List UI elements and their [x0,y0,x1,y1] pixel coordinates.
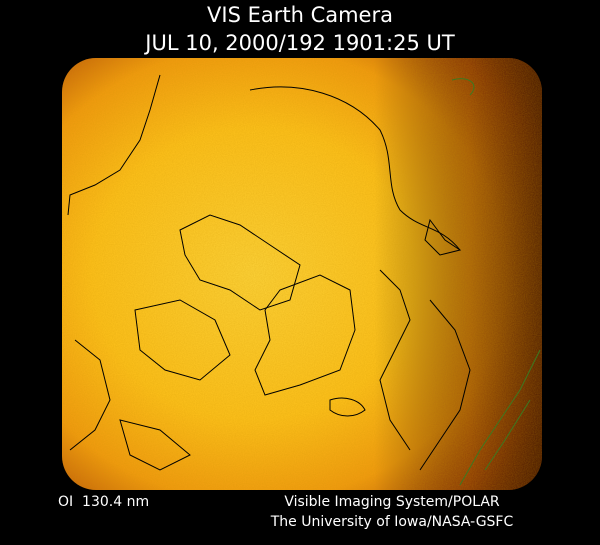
credit-line: The University of Iowa/NASA-GSFC [270,514,514,530]
terminator-outline [451,78,541,486]
earth-image [62,58,542,490]
filter-label: OI 130.4 nm [58,494,149,510]
image-noise [62,58,542,490]
title: VIS Earth Camera [207,3,393,27]
timestamp: JUL 10, 2000/192 1901:25 UT [143,31,455,55]
coastlines [67,74,471,471]
credit-line: Visible Imaging System/POLAR [284,494,500,510]
